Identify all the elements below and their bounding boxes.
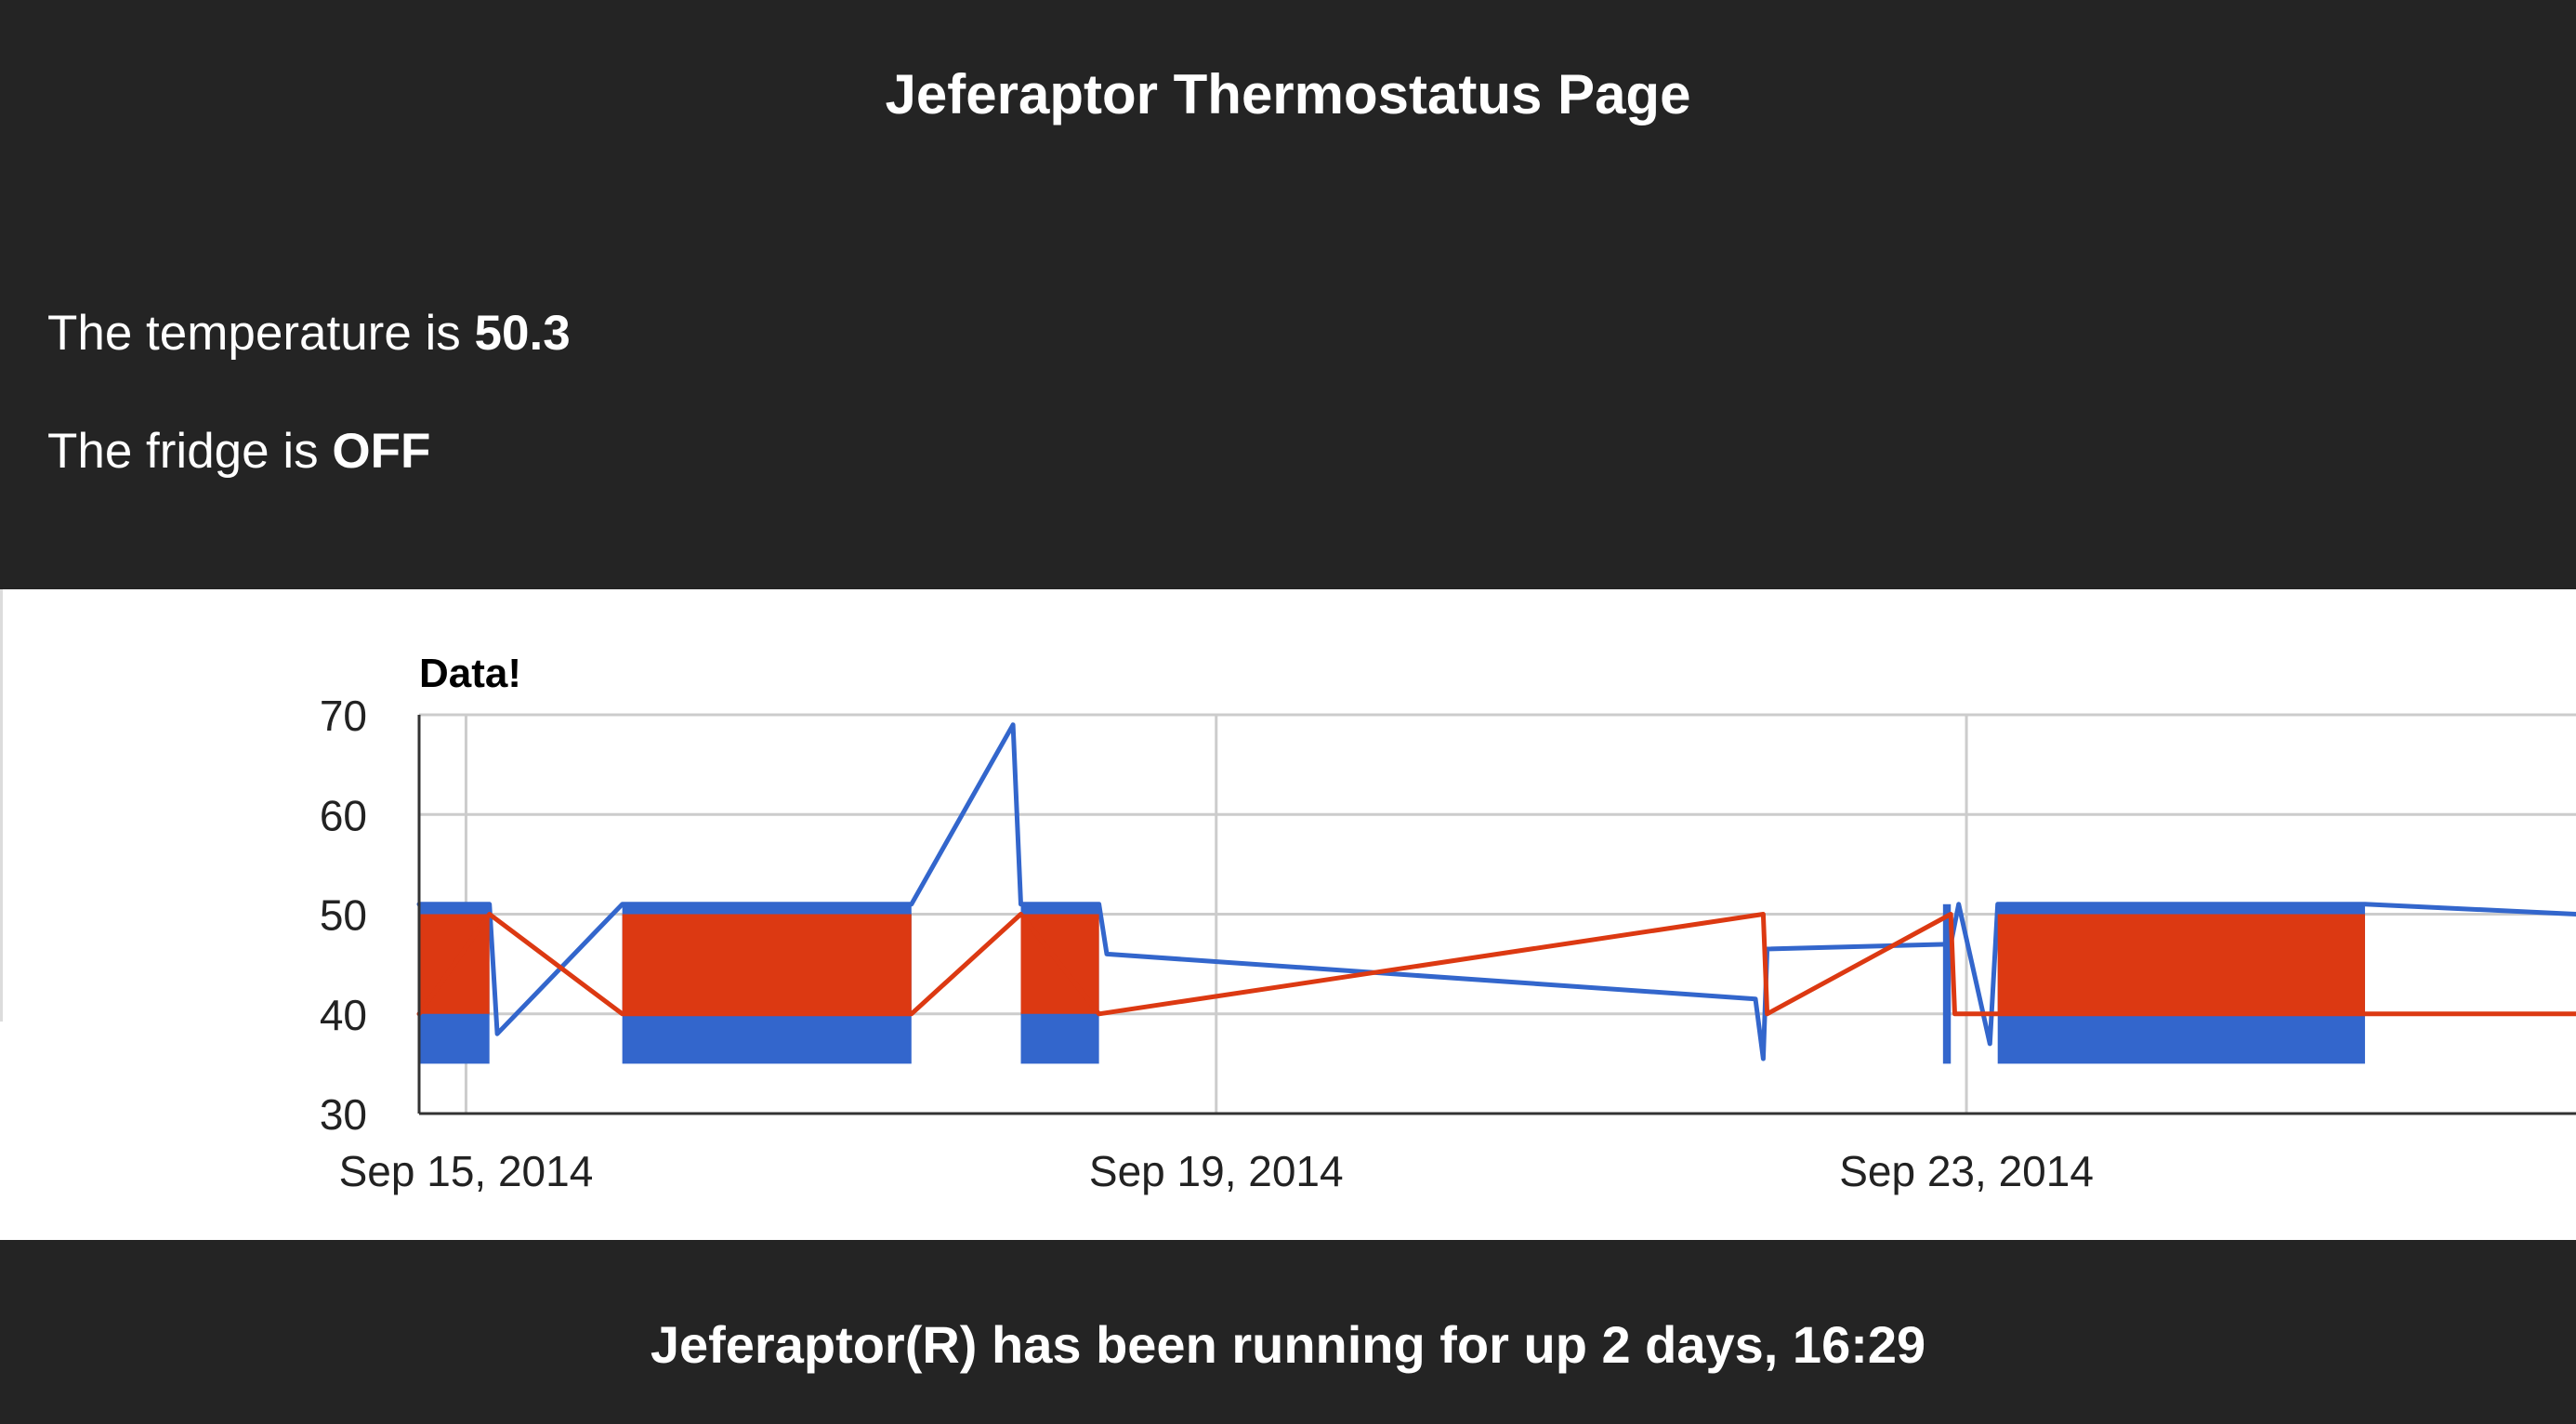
series-1-oscillation-band: [1942, 903, 1952, 1064]
series-2-oscillation-band: [1997, 914, 2365, 1014]
y-tick-label: 50: [320, 891, 367, 940]
y-tick-label: 40: [320, 991, 367, 1039]
y-tick-label: 60: [320, 791, 367, 839]
x-tick-label: Sep 15, 2014: [339, 1147, 594, 1195]
series-1-line: [416, 722, 2576, 1061]
y-tick-label: 70: [320, 692, 367, 740]
chart-panel: Data! 30 40 50 60 70 Sep 15, 2014 Sep 19, 2014 S…: [0, 589, 2576, 1240]
temperature-chart: Data! 30 40 50 60 70 Sep 15, 2014 Sep 19, 2014 S…: [320, 651, 2576, 1195]
footer: [0, 1240, 2576, 1424]
header: Jeferaptor Thermostatus Page The tempera…: [0, 0, 2576, 589]
fridge-label: The fridge is: [47, 424, 333, 479]
chart-title: Data!: [419, 651, 521, 696]
series-2-oscillation-band: [622, 914, 912, 1014]
uptime-text: Jeferaptor(R) has been running for up 2 …: [650, 1315, 1926, 1374]
temperature-status: The temperature is 50.3: [47, 303, 571, 364]
x-tick-label: Sep 19, 2014: [1089, 1147, 1344, 1195]
page-title: Jeferaptor Thermostatus Page: [885, 63, 1691, 125]
temperature-label: The temperature is: [47, 306, 475, 361]
fridge-value: OFF: [332, 424, 431, 479]
series-2-line: [416, 912, 2576, 1017]
temperature-value: 50.3: [474, 306, 571, 361]
y-tick-label: 30: [320, 1090, 367, 1139]
fridge-status: The fridge is OFF: [47, 421, 430, 482]
panel-edge-shadow: [0, 589, 3, 1022]
x-tick-label: Sep 23, 2014: [1839, 1147, 2094, 1195]
